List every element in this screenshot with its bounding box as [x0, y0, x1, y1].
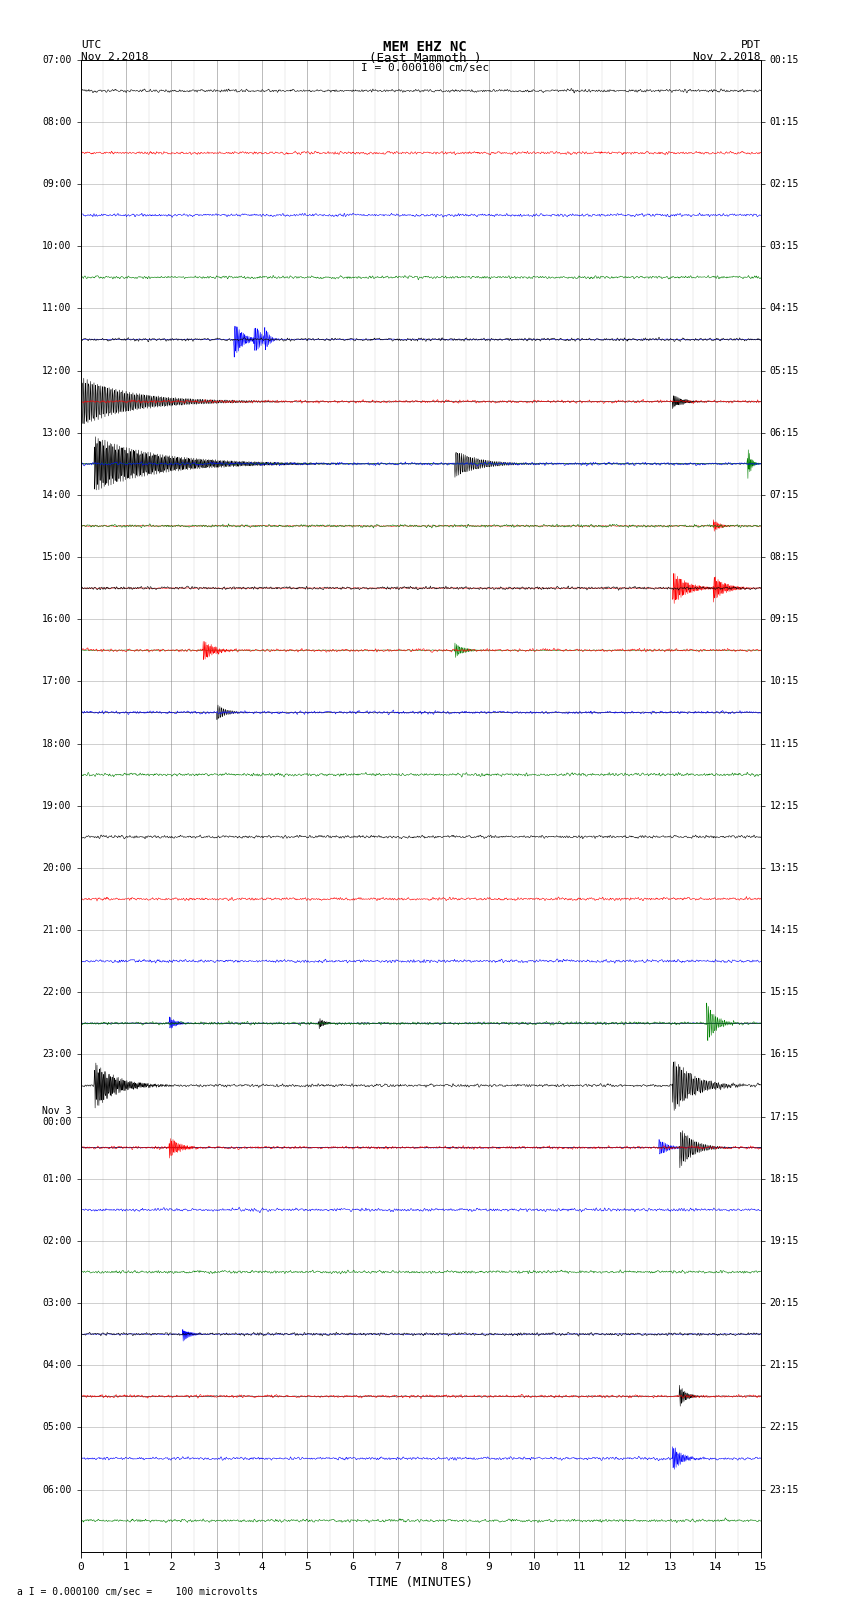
Text: Nov 2,2018: Nov 2,2018	[81, 52, 148, 61]
Text: MEM EHZ NC: MEM EHZ NC	[383, 40, 467, 55]
Text: PDT: PDT	[740, 40, 761, 50]
X-axis label: TIME (MINUTES): TIME (MINUTES)	[368, 1576, 473, 1589]
Text: UTC: UTC	[81, 40, 101, 50]
Text: a I = 0.000100 cm/sec =    100 microvolts: a I = 0.000100 cm/sec = 100 microvolts	[17, 1587, 258, 1597]
Text: Nov 2,2018: Nov 2,2018	[694, 52, 761, 61]
Text: I = 0.000100 cm/sec: I = 0.000100 cm/sec	[361, 63, 489, 73]
Text: (East Mammoth ): (East Mammoth )	[369, 52, 481, 65]
